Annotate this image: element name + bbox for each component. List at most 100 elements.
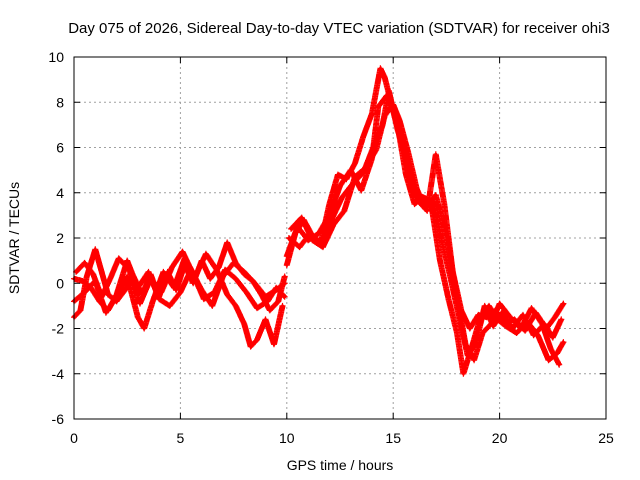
- data-point: [383, 114, 387, 118]
- x-axis-label: GPS time / hours: [287, 457, 394, 473]
- data-point: [204, 252, 208, 256]
- y-tick-label: 0: [56, 275, 64, 291]
- data-point: [530, 306, 534, 310]
- data-point: [434, 152, 438, 156]
- data-point: [266, 299, 270, 303]
- data-point: [336, 173, 340, 177]
- data-point: [100, 270, 104, 274]
- y-axis-label: SDTVAR / TECUs: [6, 182, 22, 294]
- data-point: [508, 315, 512, 319]
- data-point: [338, 184, 342, 188]
- data-point: [242, 270, 246, 274]
- y-tick-label: -6: [52, 411, 65, 427]
- data-point: [225, 241, 229, 245]
- data-point: [549, 347, 553, 351]
- data-point: [472, 358, 476, 362]
- x-tick-label: 15: [385, 430, 401, 446]
- y-axis-ticks: -6 -4 -2 0 2 4 6 8 10: [48, 49, 606, 427]
- data-point: [283, 274, 287, 278]
- data-point: [104, 311, 108, 315]
- data-point: [81, 279, 85, 283]
- data-point: [232, 261, 236, 265]
- data-point: [168, 304, 172, 308]
- data-point: [332, 222, 336, 226]
- data-point: [298, 245, 302, 249]
- data-point: [93, 247, 97, 251]
- data-point: [455, 295, 459, 299]
- data-point: [181, 250, 185, 254]
- data-point: [468, 327, 472, 330]
- data-point: [483, 304, 487, 308]
- data-point: [283, 295, 287, 299]
- data-point: [378, 66, 382, 70]
- data-point: [149, 277, 153, 281]
- data-point: [178, 290, 182, 294]
- data-point: [212, 290, 216, 294]
- data-point: [249, 345, 253, 349]
- x-tick-label: 10: [279, 430, 295, 446]
- data-point: [234, 277, 238, 281]
- data-point: [523, 329, 527, 333]
- data-point: [202, 297, 206, 301]
- data-point: [461, 372, 465, 376]
- data-point: [159, 290, 163, 294]
- data-point: [223, 268, 227, 272]
- x-tick-label: 5: [177, 430, 185, 446]
- data-point: [559, 317, 563, 321]
- data-point: [138, 302, 142, 306]
- data-point: [391, 103, 395, 107]
- data-point: [510, 327, 514, 330]
- data-point: [415, 186, 419, 190]
- data-point: [285, 254, 289, 258]
- data-point: [208, 277, 212, 281]
- data-point: [276, 299, 280, 303]
- data-point: [342, 209, 346, 213]
- data-point: [489, 322, 493, 326]
- data-point: [398, 118, 402, 122]
- data-point: [349, 168, 353, 172]
- data-point: [464, 342, 468, 346]
- data-point: [146, 270, 150, 274]
- data-point: [274, 286, 278, 290]
- data-point: [551, 336, 555, 340]
- data-point: [500, 311, 504, 315]
- data-point: [215, 268, 219, 272]
- data-point: [123, 288, 127, 292]
- data-point: [498, 302, 502, 306]
- grid-lines: [74, 57, 606, 419]
- data-point: [136, 315, 140, 319]
- data-point: [359, 188, 363, 192]
- data-point: [440, 241, 444, 245]
- data-point: [285, 263, 289, 267]
- data-point: [91, 254, 95, 258]
- data-point: [547, 358, 551, 362]
- data-point: [444, 234, 448, 238]
- data-point: [125, 274, 129, 278]
- y-tick-label: 8: [56, 94, 64, 110]
- chart-title: Day 075 of 2026, Sidereal Day-to-day VTE…: [68, 20, 610, 37]
- data-point: [361, 134, 365, 138]
- data-point: [374, 148, 378, 152]
- data-point: [515, 331, 519, 335]
- data-point: [253, 281, 257, 285]
- data-point: [370, 112, 374, 116]
- data-point: [423, 207, 427, 211]
- data-point: [476, 313, 480, 317]
- data-point: [255, 338, 259, 342]
- data-point: [317, 231, 321, 235]
- data-point: [127, 268, 131, 272]
- data-point: [108, 277, 112, 281]
- y-tick-label: -2: [52, 321, 65, 337]
- data-point: [434, 193, 438, 197]
- data-point: [100, 295, 104, 299]
- x-tick-label: 20: [492, 430, 508, 446]
- data-point: [412, 202, 416, 206]
- data-point: [561, 340, 565, 344]
- data-point: [383, 75, 387, 79]
- data-point: [174, 288, 178, 292]
- data-point: [340, 195, 344, 199]
- data-point: [395, 127, 399, 131]
- y-tick-label: 10: [48, 49, 64, 65]
- data-point: [447, 297, 451, 301]
